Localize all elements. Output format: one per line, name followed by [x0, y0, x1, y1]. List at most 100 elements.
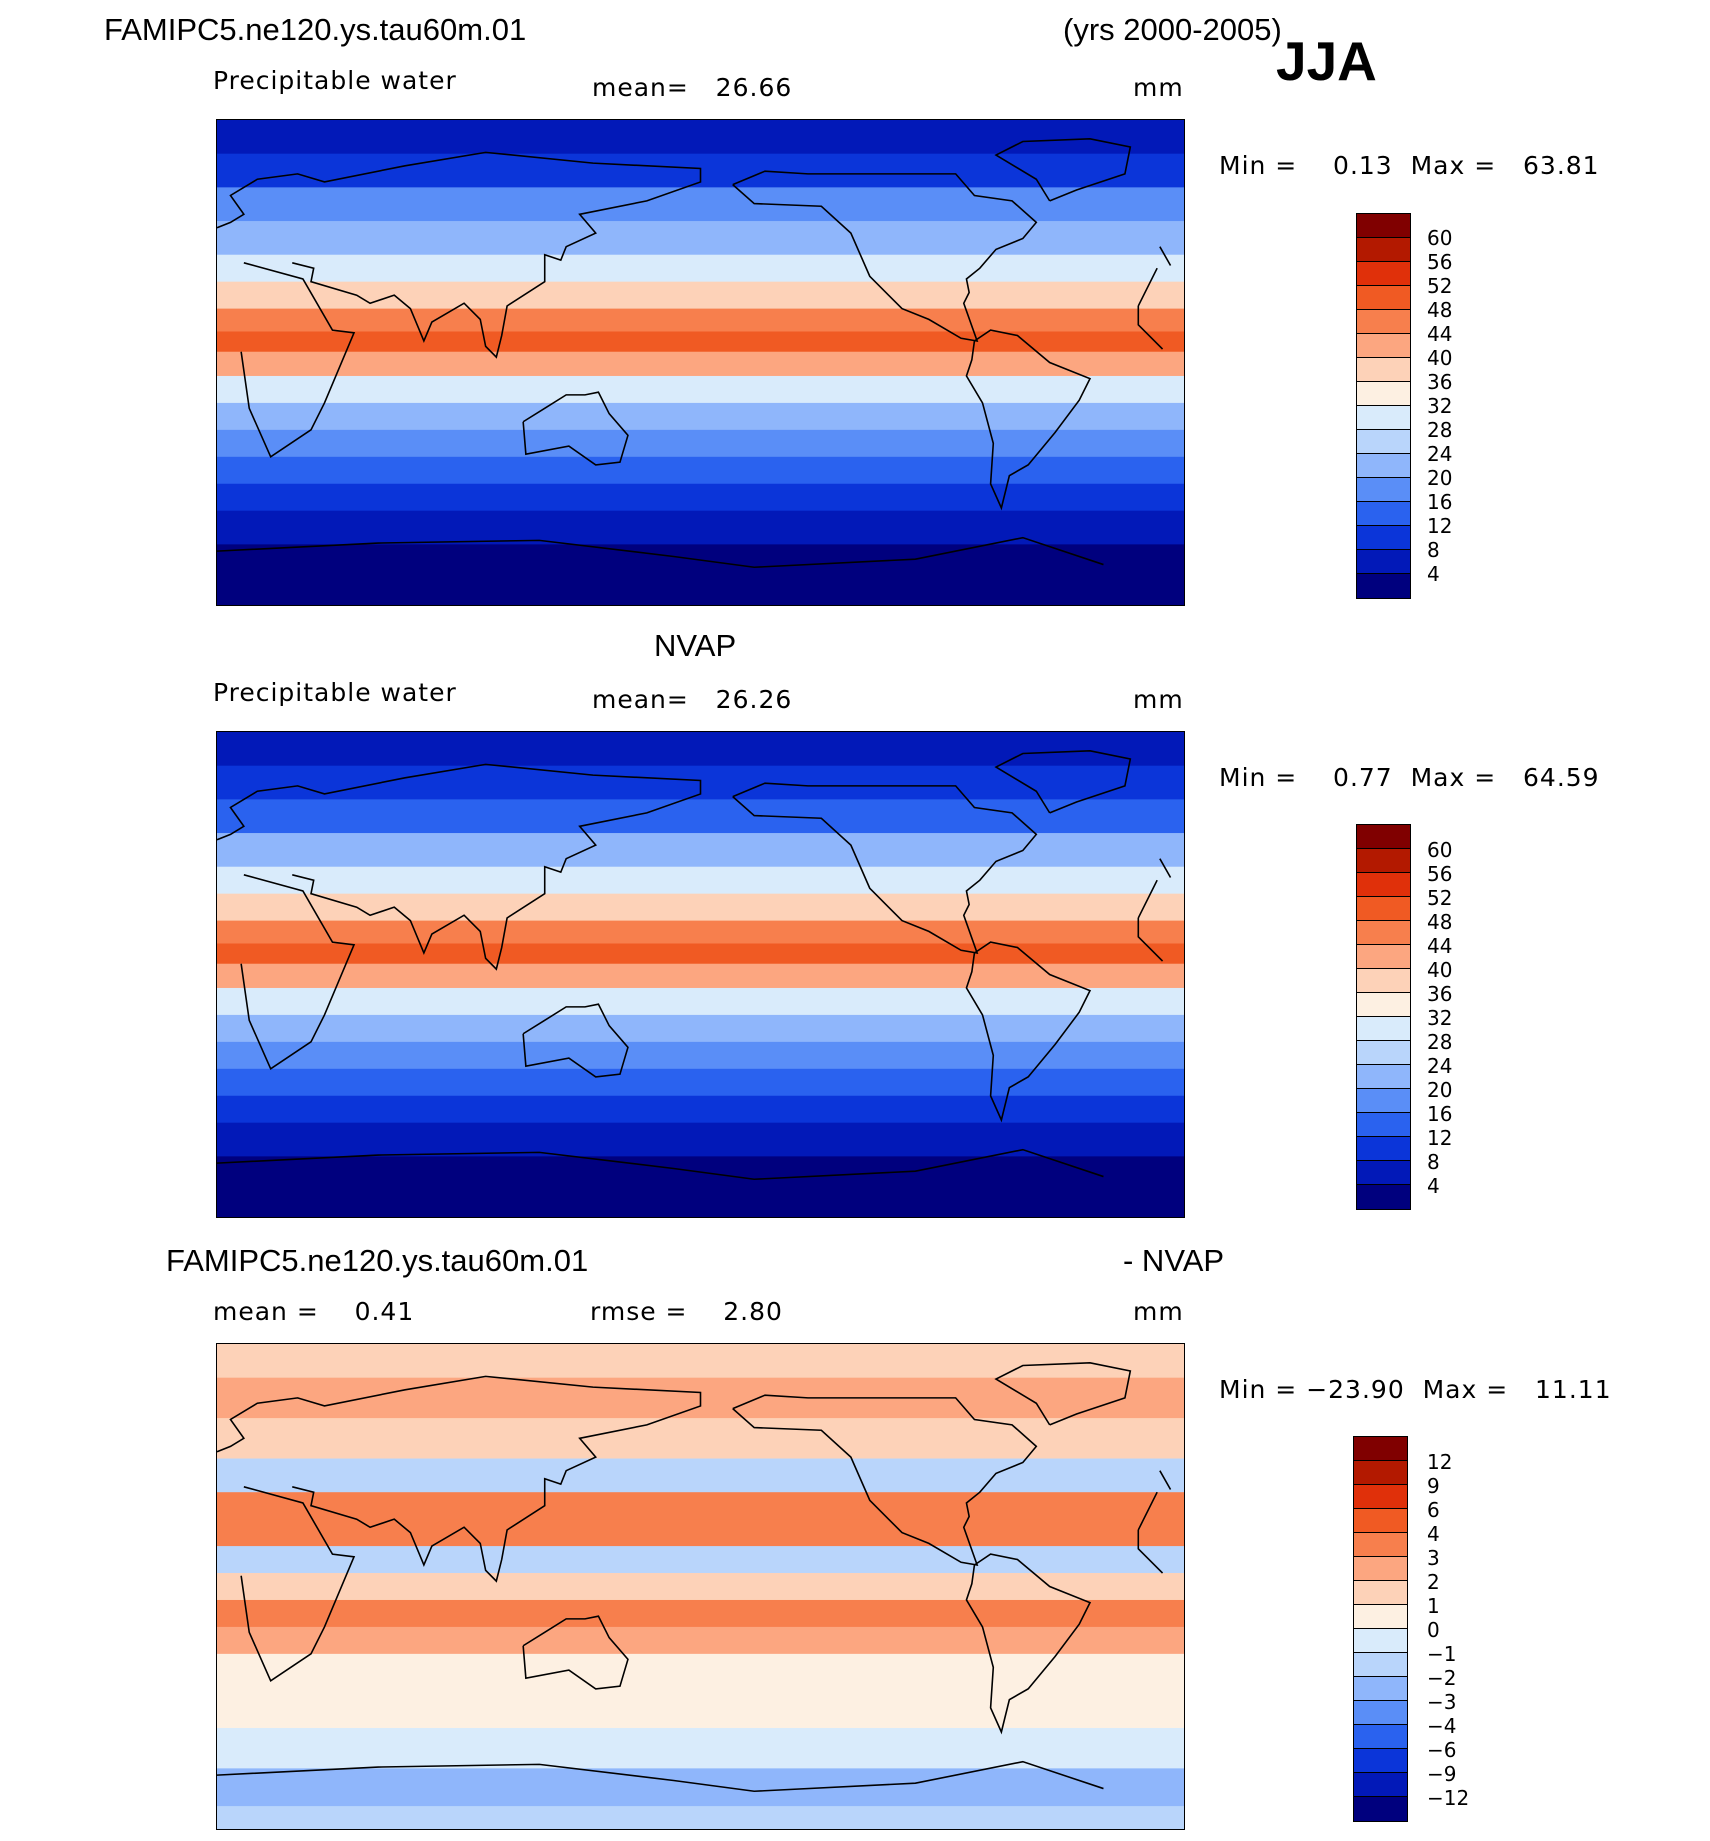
colorbar-swatch [1357, 1113, 1410, 1137]
colorbar-tick-label: 24 [1427, 442, 1453, 466]
colorbar-swatch [1354, 1605, 1407, 1629]
panel3-title-right: - NVAP [1123, 1243, 1225, 1278]
colorbar-tick-label: 36 [1427, 982, 1453, 1006]
colorbar-swatch [1357, 1065, 1410, 1089]
zonal-band [217, 429, 1184, 458]
coastline [217, 151, 1172, 359]
zonal-band [217, 1068, 1184, 1097]
zonal-band [217, 987, 1184, 1016]
colorbar-tick-label: 40 [1427, 958, 1453, 982]
zonal-band [217, 1573, 1184, 1601]
zonal-band [217, 732, 1184, 767]
colorbar-tick-label: −9 [1427, 1762, 1457, 1786]
panel3-map [216, 1343, 1185, 1830]
colorbar-tick-label: 12 [1427, 1126, 1453, 1150]
panel3-map-svg [217, 1344, 1184, 1829]
colorbar-swatch [1354, 1557, 1407, 1581]
coastline [522, 1003, 629, 1078]
coastline [217, 1375, 1172, 1583]
colorbar-tick-label: 4 [1427, 562, 1440, 586]
colorbar-tick-label: 4 [1427, 1522, 1440, 1546]
colorbar-swatch [1357, 897, 1410, 921]
colorbar-swatch [1357, 526, 1410, 550]
colorbar-swatch [1357, 286, 1410, 310]
colorbar-tick-label: 48 [1427, 298, 1453, 322]
zonal-band [217, 1344, 1184, 1379]
panel3-units-label: mm [1133, 1297, 1184, 1326]
colorbar-swatch [1357, 1137, 1410, 1161]
coastline [732, 170, 1038, 342]
years-label: (yrs 2000-2005) [1063, 12, 1282, 47]
colorbar-swatch [1354, 1437, 1407, 1461]
panel2-map-svg [217, 732, 1184, 1217]
panel3-minmax-label: Min = −23.90 Max = 11.11 [1219, 1375, 1612, 1404]
colorbar-swatch [1354, 1629, 1407, 1653]
colorbar-swatch [1357, 574, 1410, 598]
colorbar-tick-label: 16 [1427, 1102, 1453, 1126]
zonal-band [217, 799, 1184, 834]
colorbar-tick-label: −1 [1427, 1642, 1457, 1666]
colorbar-tick-label: 6 [1427, 1498, 1440, 1522]
colorbar-swatch [1354, 1485, 1407, 1509]
colorbar-swatch [1357, 214, 1410, 238]
colorbar-tick-label: 20 [1427, 1078, 1453, 1102]
colorbar-swatch [1357, 238, 1410, 262]
panel3-title-left: FAMIPC5.ne120.ys.tau60m.01 [166, 1243, 589, 1278]
coastline [217, 1760, 1104, 1793]
zonal-band [217, 1418, 1184, 1460]
colorbar-swatch [1354, 1797, 1407, 1821]
colorbar-swatch [1357, 921, 1410, 945]
panel1-colorbar [1356, 213, 1411, 599]
colorbar-tick-label: 3 [1427, 1546, 1440, 1570]
coastline [240, 874, 1164, 1071]
case-name-title: FAMIPC5.ne120.ys.tau60m.01 [104, 12, 527, 47]
colorbar-swatch [1357, 873, 1410, 897]
zonal-band [217, 893, 1184, 922]
colorbar-tick-label: 40 [1427, 346, 1453, 370]
zonal-band [217, 351, 1184, 377]
colorbar-tick-label: −2 [1427, 1666, 1457, 1690]
colorbar-swatch [1357, 262, 1410, 286]
zonal-band [217, 187, 1184, 222]
colorbar-tick-label: 20 [1427, 466, 1453, 490]
colorbar-tick-label: 12 [1427, 1450, 1453, 1474]
colorbar-tick-label: 44 [1427, 934, 1453, 958]
colorbar-tick-label: 32 [1427, 394, 1453, 418]
panel2-variable-label: Precipitable water [213, 678, 457, 707]
colorbar-tick-label: 8 [1427, 538, 1440, 562]
zonal-band [217, 833, 1184, 868]
panel2-minmax-label: Min = 0.77 Max = 64.59 [1219, 763, 1600, 792]
zonal-band [217, 1041, 1184, 1070]
zonal-band [217, 483, 1184, 512]
zonal-band [217, 308, 1184, 333]
zonal-band [217, 1014, 1184, 1043]
panel2-mean-label: mean= 26.26 [592, 685, 793, 714]
zonal-band [217, 1095, 1184, 1124]
coastline [240, 1486, 1164, 1683]
coastline [240, 262, 1164, 459]
zonal-band [217, 920, 1184, 945]
colorbar-tick-label: −12 [1427, 1786, 1470, 1810]
colorbar-swatch [1357, 1185, 1410, 1209]
zonal-band [217, 1156, 1184, 1195]
panel1-units-label: mm [1133, 73, 1184, 102]
zonal-band [217, 281, 1184, 310]
coastline [994, 138, 1132, 202]
colorbar-tick-label: 56 [1427, 862, 1453, 886]
colorbar-tick-label: 16 [1427, 490, 1453, 514]
zonal-band [217, 1687, 1184, 1729]
colorbar-swatch [1357, 1089, 1410, 1113]
colorbar-swatch [1357, 825, 1410, 849]
colorbar-swatch [1357, 454, 1410, 478]
zonal-band [217, 1768, 1184, 1807]
colorbar-swatch [1357, 430, 1410, 454]
colorbar-swatch [1357, 849, 1410, 873]
colorbar-swatch [1357, 969, 1410, 993]
colorbar-tick-label: 8 [1427, 1150, 1440, 1174]
colorbar-tick-label: 32 [1427, 1006, 1453, 1030]
coastline [965, 941, 1092, 1123]
panel1-map [216, 119, 1185, 606]
colorbar-tick-label: 60 [1427, 226, 1453, 250]
coastline [522, 1615, 629, 1690]
zonal-band [217, 254, 1184, 283]
